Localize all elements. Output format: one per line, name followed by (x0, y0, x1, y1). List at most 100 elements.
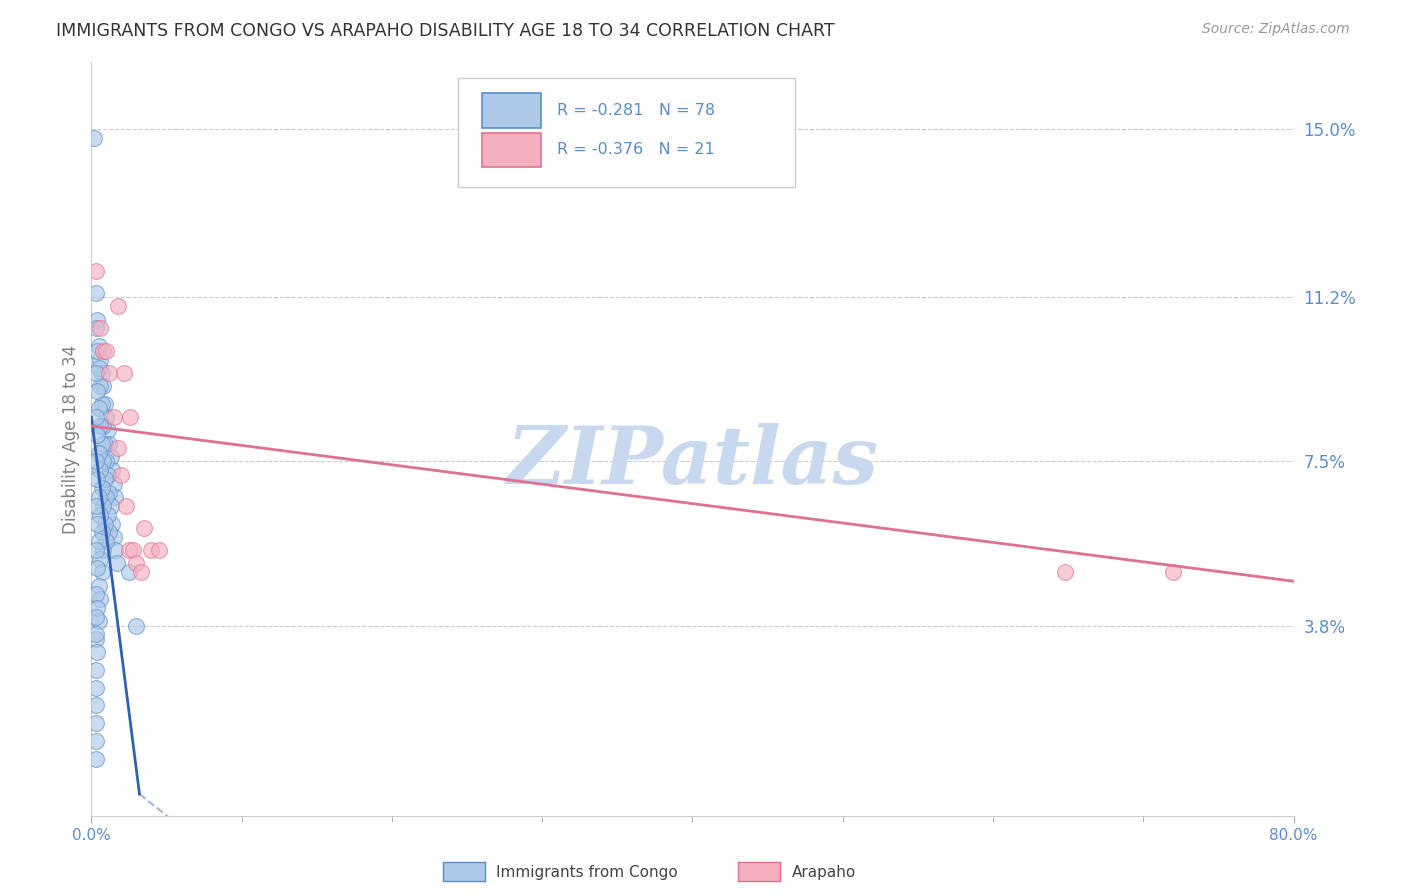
Point (98, 366, 121, 380)
Point (129, 566, 152, 580)
Text: Source: ZipAtlas.com: Source: ZipAtlas.com (1202, 22, 1350, 37)
Point (141, 543, 163, 558)
Point (84, 454, 107, 468)
Point (118, 566, 141, 580)
Point (132, 521, 155, 535)
Point (87, 445, 110, 459)
Point (86, 600, 108, 615)
Point (84, 543, 107, 558)
Point (89, 591, 111, 606)
Point (93, 419, 115, 434)
Point (107, 299, 129, 313)
Point (84, 264, 107, 278)
Point (100, 450, 122, 464)
Point (87, 339, 110, 353)
Point (93, 379, 115, 393)
Point (89, 352, 111, 367)
Point (84, 663, 107, 677)
Point (93, 454, 115, 468)
FancyBboxPatch shape (458, 78, 794, 186)
Point (103, 530, 125, 544)
Point (87, 579, 110, 593)
Point (103, 410, 125, 425)
Point (84, 751, 107, 765)
Point (84, 627, 107, 641)
Point (90, 436, 112, 450)
Point (110, 467, 132, 482)
Point (87, 361, 110, 376)
Point (89, 463, 111, 477)
Point (90, 566, 112, 580)
Text: ZIPatlas: ZIPatlas (506, 423, 879, 500)
Point (84, 366, 107, 380)
Point (90, 525, 112, 540)
Point (103, 476, 125, 491)
Point (89, 552, 111, 566)
Point (90, 366, 112, 380)
Point (86, 428, 108, 442)
Point (89, 419, 111, 434)
Point (96, 534, 118, 549)
Point (86, 384, 108, 398)
Point (100, 499, 122, 513)
Text: IMMIGRANTS FROM CONGO VS ARAPAHO DISABILITY AGE 18 TO 34 CORRELATION CHART: IMMIGRANTS FROM CONGO VS ARAPAHO DISABIL… (56, 22, 835, 40)
Point (84, 632, 107, 646)
Point (84, 733, 107, 747)
FancyBboxPatch shape (482, 94, 541, 128)
Point (87, 534, 110, 549)
Point (93, 543, 115, 558)
Point (94, 516, 117, 531)
Text: Arapaho: Arapaho (792, 865, 856, 880)
Point (96, 454, 118, 468)
Point (1054, 566, 1077, 580)
Point (86, 472, 108, 486)
Point (97, 424, 120, 438)
Point (89, 321, 111, 335)
Text: R = -0.281   N = 78: R = -0.281 N = 78 (557, 103, 714, 118)
Point (86, 312, 108, 326)
Point (84, 410, 107, 425)
Point (86, 516, 108, 531)
Point (87, 490, 110, 504)
FancyBboxPatch shape (482, 133, 541, 167)
Point (86, 343, 108, 358)
Point (125, 618, 148, 632)
Y-axis label: Disability Age 18 to 34: Disability Age 18 to 34 (62, 344, 80, 534)
Point (148, 543, 170, 558)
Point (86, 561, 108, 575)
Point (104, 543, 127, 558)
Point (84, 698, 107, 713)
Point (89, 379, 111, 393)
Text: Immigrants from Congo: Immigrants from Congo (496, 865, 678, 880)
Point (105, 557, 128, 571)
Point (87, 401, 110, 416)
Point (98, 525, 121, 540)
Point (96, 410, 118, 425)
Point (86, 645, 108, 659)
Point (93, 499, 115, 513)
Point (97, 467, 120, 482)
Point (93, 343, 115, 358)
Point (84, 587, 107, 601)
Point (96, 490, 118, 504)
Point (115, 499, 138, 513)
Point (84, 321, 107, 335)
Point (84, 681, 107, 695)
Point (83, 131, 105, 145)
Point (84, 285, 107, 300)
Point (1161, 566, 1184, 580)
Point (90, 481, 112, 495)
Text: R = -0.376   N = 21: R = -0.376 N = 21 (557, 143, 714, 157)
Point (107, 441, 129, 455)
Point (101, 516, 124, 531)
Point (125, 557, 148, 571)
Point (98, 436, 121, 450)
Point (94, 436, 117, 450)
Point (94, 472, 117, 486)
Point (120, 410, 142, 425)
Point (84, 499, 107, 513)
Point (94, 397, 117, 411)
Point (84, 609, 107, 624)
Point (97, 508, 120, 522)
Point (118, 543, 141, 558)
